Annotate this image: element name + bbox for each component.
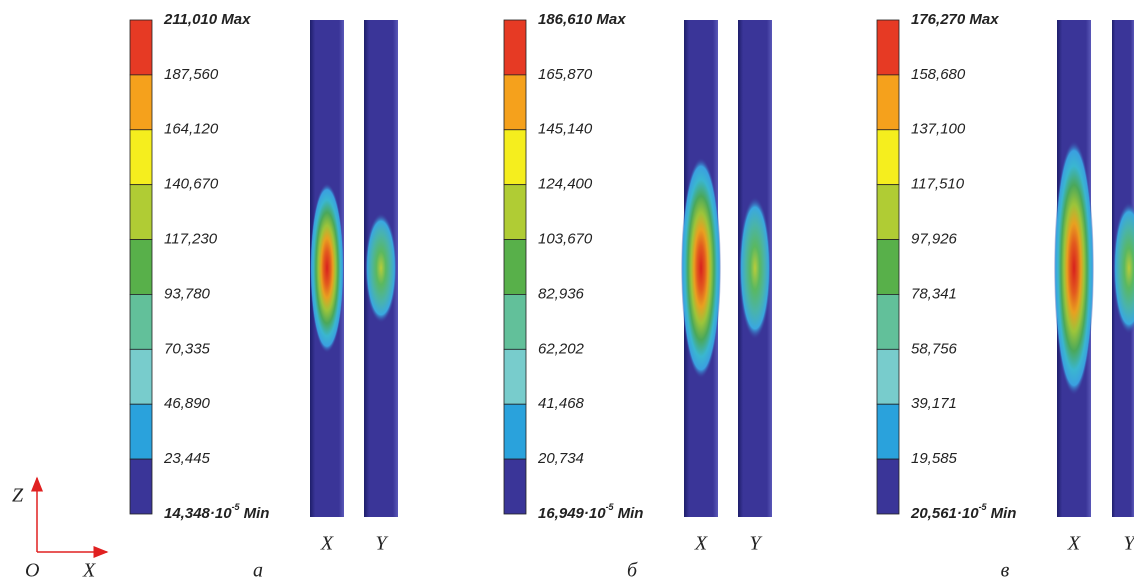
legend-band [504,185,526,240]
legend-band [504,75,526,130]
legend-level: 78,341 [911,285,957,302]
legend-level: 82,936 [538,285,585,302]
legend-min-exp: -5 [232,502,241,512]
legend-min-suffix: Min [991,505,1017,522]
legend-level: 140,670 [164,176,219,193]
legend-max: 211,010 Max [163,11,251,28]
legend-level: 165,870 [538,66,593,83]
legend-level: 39,171 [911,395,957,412]
legend-band [130,75,152,130]
legend-max: 186,610 Max [538,11,626,28]
legend-band [877,459,899,514]
legend-band [504,20,526,75]
legend-level: 62,202 [538,340,585,357]
legend-min-base: 20,561·10 [910,505,979,522]
legend-band [877,130,899,185]
legend-level: 124,400 [538,176,593,193]
panel-label: б [627,560,638,581]
legend-level: 158,680 [911,66,966,83]
legend-band [130,349,152,404]
legend-band [504,459,526,514]
axis-label: O [25,560,39,581]
strip-label: X [1067,533,1081,555]
legend-level: 20,734 [537,450,584,467]
legend-band [504,130,526,185]
legend-band [877,294,899,349]
x-hotspot [1054,141,1094,396]
legend-level: 93,780 [164,285,211,302]
legend-band [130,130,152,185]
strip-label: X [694,533,708,555]
strip-label: X [320,533,334,555]
panel-label: в [1001,560,1010,581]
legend-level: 23,445 [163,450,211,467]
legend-level: 117,510 [911,176,965,193]
legend-band [877,20,899,75]
y-hotspot [739,197,771,340]
legend-level: 19,585 [911,450,958,467]
legend-level: 70,335 [164,340,211,357]
strip-label: Y [1123,533,1134,555]
legend-max: 176,270 Max [911,11,999,28]
legend-min-base: 16,949·10 [538,505,606,522]
legend-level: 117,230 [164,231,218,248]
legend-level: 187,560 [164,66,219,83]
x-hotspot [310,183,344,353]
strip-label: Y [749,533,762,555]
axis-triad: Z O X [12,478,107,581]
legend-level: 97,926 [911,231,958,248]
legend-band [877,185,899,240]
legend-level: 145,140 [538,121,593,138]
y-hotspot [365,213,397,323]
legend-level: 41,468 [538,395,585,412]
legend-band [877,75,899,130]
panel-label: а [253,560,263,581]
legend-band [877,349,899,404]
legend-level: 46,890 [164,395,211,412]
legend-min-base: 14,348·10 [164,505,232,522]
legend-min-suffix: Min [244,505,270,522]
strip-label: Y [375,533,388,555]
legend-band [130,20,152,75]
axis-label: Z [12,485,24,507]
legend-band [877,240,899,295]
legend-min-exp: -5 [606,502,615,512]
legend-band [130,404,152,459]
panel: 186,610 Max 165,870 145,140 124,400 103,670 8… [504,11,772,581]
legend-band [130,240,152,295]
x-hotspot [681,158,721,379]
legend-band [877,404,899,459]
legend-band [130,459,152,514]
legend-band [504,404,526,459]
legend-band [504,349,526,404]
panel: 176,270 Max 158,680 137,100 117,510 97,926 78… [877,11,1134,581]
panel: 211,010 Max 187,560 164,120 140,670 117,230 9… [130,11,398,581]
legend-min-suffix: Min [618,505,644,522]
legend-min-exp: -5 [979,502,988,512]
legend-level: 58,756 [911,340,958,357]
figure: Z O X 211,010 Max 187,560 164,120 140,670 11… [0,0,1134,581]
legend-level: 103,670 [538,231,593,248]
legend-band [504,294,526,349]
legend-level: 164,120 [164,121,219,138]
legend-level: 137,100 [911,121,966,138]
legend-band [130,294,152,349]
legend-band [130,185,152,240]
legend-band [504,240,526,295]
axis-label: X [82,560,96,581]
